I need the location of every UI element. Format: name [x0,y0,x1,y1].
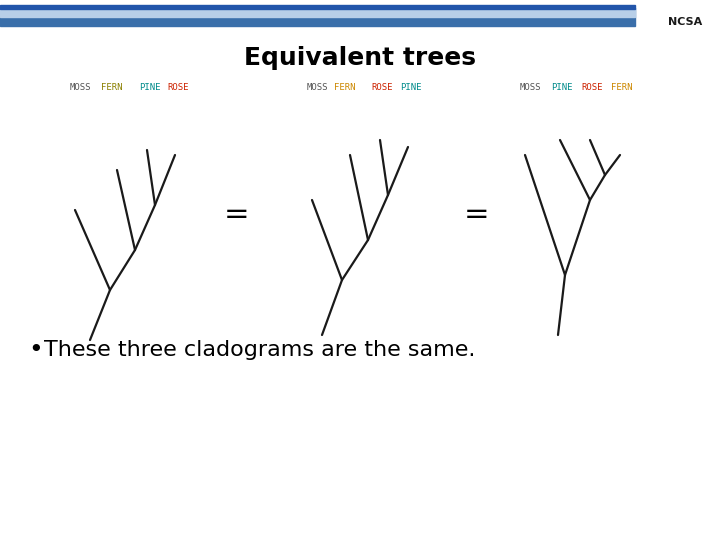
Text: MOSS: MOSS [519,83,541,92]
Text: =: = [224,200,250,230]
Text: PINE: PINE [139,83,161,92]
Text: MOSS: MOSS [69,83,91,92]
Bar [0,8,635,17]
Bar [0,5,635,9]
Text: =: = [464,200,490,230]
Text: ROSE: ROSE [372,83,392,92]
Text: MOSS: MOSS [306,83,328,92]
Text: ROSE: ROSE [167,83,189,92]
Text: •: • [28,338,42,362]
Text: ROSE: ROSE [581,83,603,92]
Text: PINE: PINE [552,83,572,92]
Text: FERN: FERN [611,83,633,92]
Text: NCSA: NCSA [668,17,702,27]
Text: Equivalent trees: Equivalent trees [244,46,476,70]
Text: FERN: FERN [334,83,356,92]
Text: These three cladograms are the same.: These three cladograms are the same. [44,340,475,360]
Text: FERN: FERN [102,83,122,92]
Bar [0,8,635,26]
Text: PINE: PINE [400,83,422,92]
